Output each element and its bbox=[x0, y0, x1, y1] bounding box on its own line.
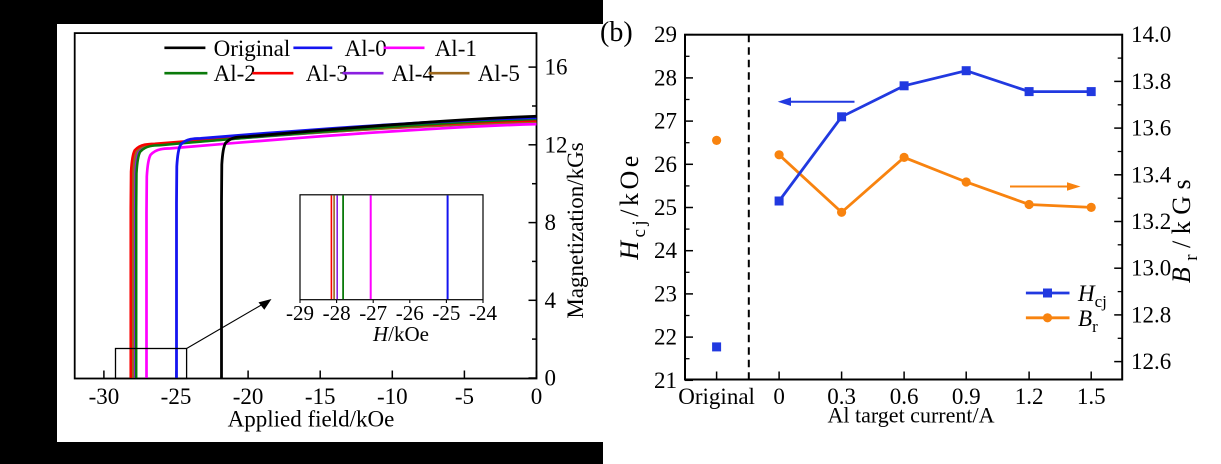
svg-text:-27: -27 bbox=[359, 301, 387, 325]
svg-text:Hcj/kOe: Hcj/kOe bbox=[615, 152, 650, 261]
svg-text:Al-3: Al-3 bbox=[306, 61, 348, 86]
svg-text:Al target current/A: Al target current/A bbox=[828, 403, 995, 428]
svg-text:-28: -28 bbox=[323, 301, 351, 325]
svg-text:-20: -20 bbox=[233, 384, 264, 409]
svg-text:-29: -29 bbox=[286, 301, 314, 325]
svg-text:16: 16 bbox=[545, 55, 568, 80]
svg-text:-15: -15 bbox=[305, 384, 336, 409]
svg-text:Al-4: Al-4 bbox=[392, 61, 435, 86]
svg-text:29: 29 bbox=[654, 22, 677, 47]
svg-text:H/kOe: H/kOe bbox=[372, 322, 429, 346]
svg-text:1.2: 1.2 bbox=[1015, 384, 1044, 409]
svg-text:-10: -10 bbox=[377, 384, 408, 409]
svg-text:8: 8 bbox=[545, 210, 557, 235]
svg-text:0.3: 0.3 bbox=[827, 384, 856, 409]
svg-text:24: 24 bbox=[654, 238, 678, 263]
svg-text:0.9: 0.9 bbox=[952, 384, 981, 409]
svg-text:Original: Original bbox=[214, 36, 291, 61]
svg-text:0: 0 bbox=[545, 366, 557, 391]
svg-text:Applied field/kOe: Applied field/kOe bbox=[228, 407, 395, 432]
svg-text:23: 23 bbox=[654, 281, 677, 306]
svg-text:12.6: 12.6 bbox=[1131, 349, 1171, 374]
svg-text:25: 25 bbox=[654, 195, 677, 220]
svg-text:Al-0: Al-0 bbox=[345, 36, 387, 61]
svg-text:13.6: 13.6 bbox=[1131, 116, 1171, 141]
svg-text:26: 26 bbox=[654, 152, 677, 177]
svg-text:-25: -25 bbox=[432, 301, 460, 325]
svg-text:1.5: 1.5 bbox=[1077, 384, 1106, 409]
svg-text:22: 22 bbox=[654, 325, 677, 350]
svg-text:12: 12 bbox=[545, 132, 568, 157]
svg-text:Al-2: Al-2 bbox=[214, 61, 256, 86]
svg-text:Br/kGs: Br/kGs bbox=[1167, 173, 1202, 283]
svg-text:Hcj: Hcj bbox=[1077, 281, 1107, 311]
svg-text:Al-5: Al-5 bbox=[478, 61, 520, 86]
svg-text:Original: Original bbox=[678, 384, 755, 409]
svg-text:4: 4 bbox=[545, 288, 557, 313]
svg-text:Br: Br bbox=[1078, 306, 1098, 336]
svg-text:13.2: 13.2 bbox=[1131, 209, 1171, 234]
svg-text:12.8: 12.8 bbox=[1131, 302, 1171, 327]
svg-text:0: 0 bbox=[531, 384, 543, 409]
svg-text:-26: -26 bbox=[396, 301, 424, 325]
svg-text:14.0: 14.0 bbox=[1131, 22, 1171, 47]
svg-text:13.8: 13.8 bbox=[1131, 69, 1171, 94]
svg-text:13.4: 13.4 bbox=[1131, 162, 1172, 187]
svg-text:(b): (b) bbox=[600, 17, 633, 48]
svg-text:-5: -5 bbox=[455, 384, 474, 409]
svg-text:13.0: 13.0 bbox=[1131, 256, 1171, 281]
svg-text:-30: -30 bbox=[89, 384, 120, 409]
svg-text:Magnetization/kGs: Magnetization/kGs bbox=[563, 142, 588, 318]
svg-text:0.6: 0.6 bbox=[890, 384, 919, 409]
svg-text:-25: -25 bbox=[161, 384, 192, 409]
svg-text:0: 0 bbox=[773, 384, 785, 409]
svg-text:-24: -24 bbox=[469, 301, 497, 325]
svg-text:27: 27 bbox=[654, 109, 677, 134]
svg-text:Al-1: Al-1 bbox=[435, 36, 477, 61]
svg-text:21: 21 bbox=[654, 368, 677, 393]
svg-text:28: 28 bbox=[654, 65, 677, 90]
